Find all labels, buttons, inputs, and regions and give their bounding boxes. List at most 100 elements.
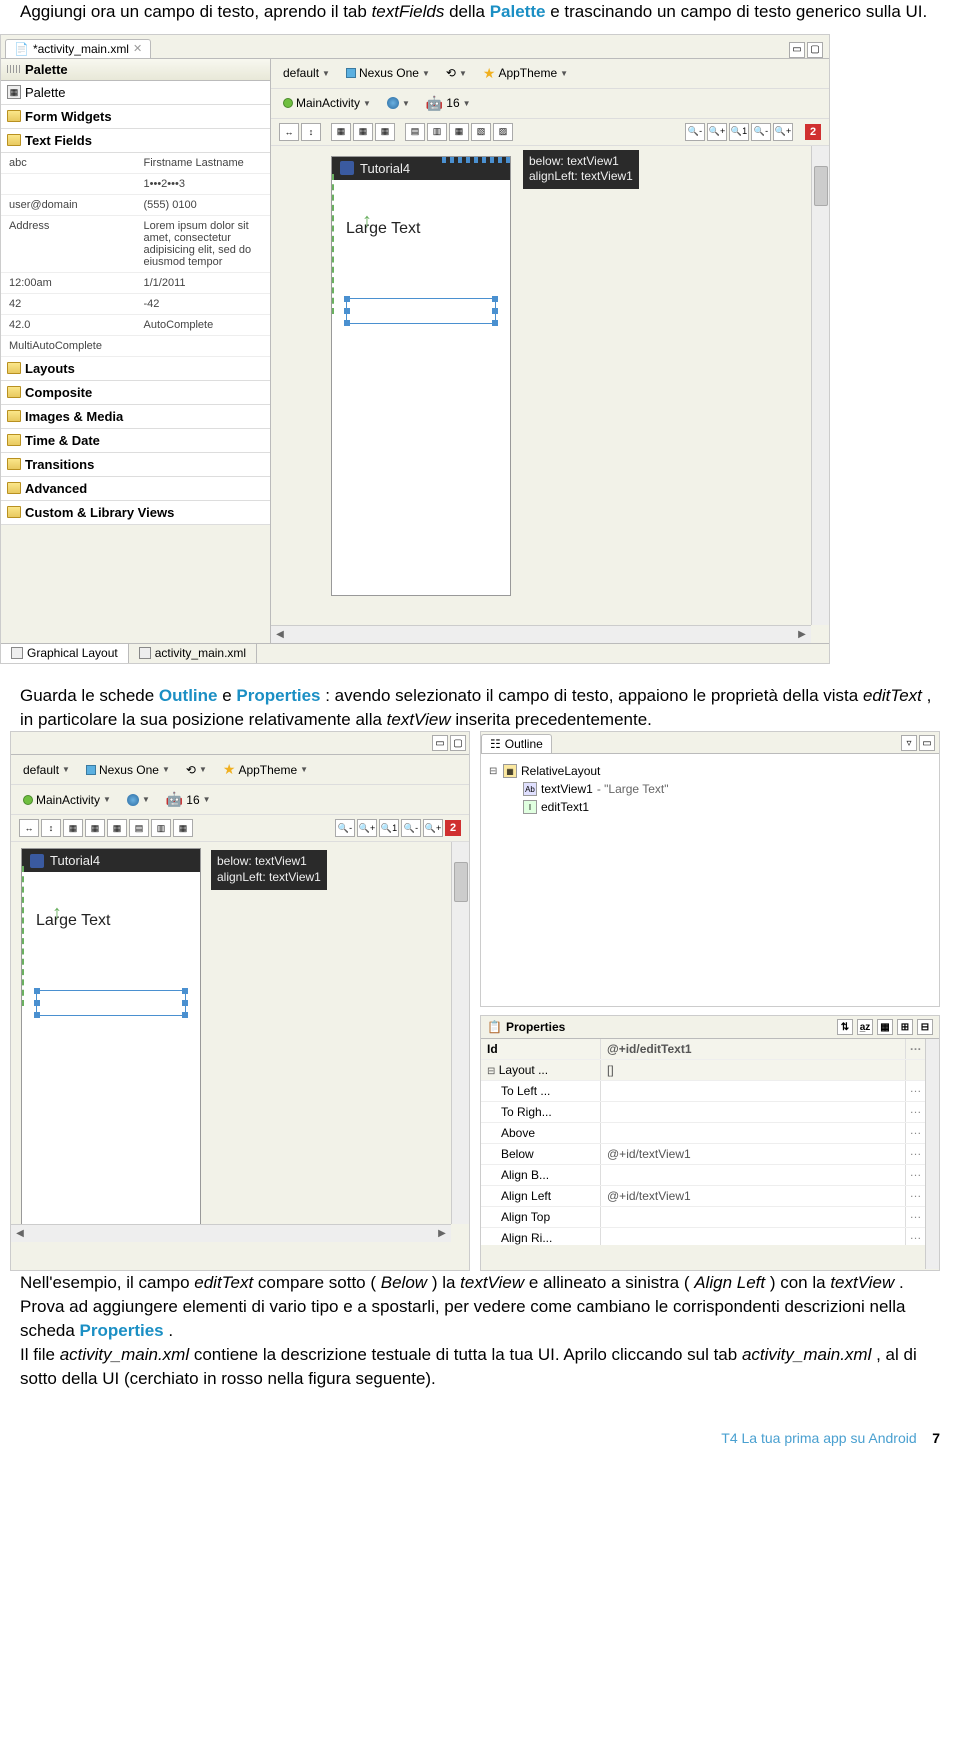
filter-icon[interactable]: a̲z xyxy=(857,1019,873,1035)
toggle-size-icon[interactable]: ↕ xyxy=(41,819,61,837)
scrollbar-thumb[interactable] xyxy=(814,166,828,206)
config-dropdown[interactable]: default▼ xyxy=(279,64,334,82)
text-field-sample[interactable] xyxy=(1,174,136,195)
palette-folder[interactable]: Transitions xyxy=(1,453,270,477)
text-field-sample[interactable]: 1/1/2011 xyxy=(136,273,271,294)
horizontal-scrollbar[interactable]: ◀▶ xyxy=(11,1224,451,1242)
collapse-all-icon[interactable]: ⊟ xyxy=(917,1019,933,1035)
property-row[interactable]: Above… xyxy=(481,1123,925,1144)
tree-root-relativelayout[interactable]: ⊟ ▦ RelativeLayout xyxy=(489,762,931,780)
align-icon[interactable]: ▤ xyxy=(405,123,425,141)
zoom-in-icon[interactable]: 🔍+ xyxy=(773,123,793,141)
close-icon[interactable]: ✕ xyxy=(133,42,142,55)
align-icon[interactable]: ▥ xyxy=(151,819,171,837)
resize-handle[interactable] xyxy=(34,1000,40,1006)
maximize-icon[interactable]: ▢ xyxy=(450,735,466,751)
palette-folder[interactable]: Images & Media xyxy=(1,405,270,429)
scroll-right-icon[interactable]: ▶ xyxy=(793,629,811,640)
zoom-out-icon[interactable]: 🔍- xyxy=(751,123,771,141)
align-icon[interactable]: ▦ xyxy=(173,819,193,837)
outline-tab[interactable]: ☷Outline xyxy=(481,734,552,753)
property-row[interactable]: Align Top… xyxy=(481,1207,925,1228)
zoom-in-icon[interactable]: 🔍+ xyxy=(423,819,443,837)
emulate-icon[interactable]: ▦ xyxy=(375,123,395,141)
emulate-icon[interactable]: ▦ xyxy=(331,123,351,141)
palette-folder[interactable]: Composite xyxy=(1,381,270,405)
palette-section-form-widgets[interactable]: Form Widgets xyxy=(1,105,270,129)
editor-tab-activity-main[interactable]: 📄 *activity_main.xml ✕ xyxy=(5,39,151,58)
api-dropdown[interactable]: 🤖16▼ xyxy=(422,93,475,114)
view-menu-icon[interactable]: ▿ xyxy=(901,735,917,751)
collapse-icon[interactable]: ⊟ xyxy=(489,766,499,777)
resize-handle[interactable] xyxy=(492,296,498,302)
more-icon[interactable]: … xyxy=(905,1102,925,1122)
vertical-scrollbar[interactable] xyxy=(925,1039,939,1269)
toggle-size-icon[interactable]: ↕ xyxy=(301,123,321,141)
vertical-scrollbar[interactable] xyxy=(451,842,469,1224)
palette-drawer[interactable]: ▦ Palette xyxy=(1,81,270,105)
expand-all-icon[interactable]: ⊞ xyxy=(897,1019,913,1035)
resize-handle[interactable] xyxy=(182,1012,188,1018)
more-icon[interactable]: … xyxy=(905,1228,925,1245)
resize-handle[interactable] xyxy=(344,308,350,314)
scrollbar-thumb[interactable] xyxy=(454,862,468,902)
property-row[interactable]: Align Ri...… xyxy=(481,1228,925,1245)
scroll-left-icon[interactable]: ◀ xyxy=(271,629,289,640)
tab-xml-source[interactable]: activity_main.xml xyxy=(129,644,257,663)
zoom-in-icon[interactable]: 🔍+ xyxy=(357,819,377,837)
emulate-icon[interactable]: ▦ xyxy=(353,123,373,141)
edittext-preview[interactable] xyxy=(36,990,186,1016)
emulate-icon[interactable]: ▦ xyxy=(85,819,105,837)
show-advanced-icon[interactable]: ▦ xyxy=(877,1019,893,1035)
zoom-reset-icon[interactable]: 🔍1 xyxy=(379,819,399,837)
locale-dropdown[interactable]: ▼ xyxy=(123,792,154,808)
text-field-sample[interactable]: 1•••2•••3 xyxy=(136,174,271,195)
text-field-sample[interactable]: MultiAutoComplete xyxy=(1,336,136,357)
design-canvas[interactable]: Tutorial4 Large Text ↑ xyxy=(11,842,469,1242)
property-row[interactable]: Align Left@+id/textView1… xyxy=(481,1186,925,1207)
align-icon[interactable]: ▦ xyxy=(449,123,469,141)
orientation-dropdown[interactable]: ⟲▼ xyxy=(182,761,211,779)
zoom-reset-icon[interactable]: 🔍1 xyxy=(729,123,749,141)
emulate-icon[interactable]: ▦ xyxy=(107,819,127,837)
more-icon[interactable]: … xyxy=(905,1123,925,1143)
config-dropdown[interactable]: default▼ xyxy=(19,761,74,779)
align-icon[interactable]: ▥ xyxy=(427,123,447,141)
minimize-icon[interactable]: ▭ xyxy=(919,735,935,751)
zoom-in-icon[interactable]: 🔍+ xyxy=(707,123,727,141)
scroll-right-icon[interactable]: ▶ xyxy=(433,1228,451,1239)
tab-graphical-layout[interactable]: Graphical Layout xyxy=(1,644,129,663)
palette-folder[interactable]: Advanced xyxy=(1,477,270,501)
text-field-sample[interactable]: Address xyxy=(1,216,136,273)
text-field-sample[interactable]: 42.0 xyxy=(1,315,136,336)
theme-dropdown[interactable]: ★AppTheme▼ xyxy=(479,63,572,84)
toggle-size-icon[interactable]: ↔ xyxy=(19,819,39,837)
property-row[interactable]: To Righ...… xyxy=(481,1102,925,1123)
scroll-left-icon[interactable]: ◀ xyxy=(11,1228,29,1239)
resize-handle[interactable] xyxy=(492,308,498,314)
tree-item-textview1[interactable]: Ab textView1 - "Large Text" xyxy=(489,780,931,798)
text-field-sample[interactable] xyxy=(136,336,271,357)
text-field-sample[interactable]: -42 xyxy=(136,294,271,315)
palette-folder[interactable]: Layouts xyxy=(1,357,270,381)
minimize-icon[interactable]: ▭ xyxy=(789,42,805,58)
align-icon[interactable]: ▤ xyxy=(129,819,149,837)
text-field-sample[interactable]: AutoComplete xyxy=(136,315,271,336)
resize-handle[interactable] xyxy=(344,296,350,302)
more-icon[interactable]: … xyxy=(905,1081,925,1101)
resize-handle[interactable] xyxy=(182,1000,188,1006)
horizontal-scrollbar[interactable]: ◀▶ xyxy=(271,625,811,643)
theme-dropdown[interactable]: ★AppTheme▼ xyxy=(219,759,312,780)
text-field-sample[interactable]: (555) 0100 xyxy=(136,195,271,216)
activity-dropdown[interactable]: MainActivity▼ xyxy=(19,791,115,809)
maximize-icon[interactable]: ▢ xyxy=(807,42,823,58)
api-dropdown[interactable]: 🤖16▼ xyxy=(162,789,215,810)
collapse-icon[interactable]: ⊟ xyxy=(487,1066,495,1077)
more-icon[interactable]: … xyxy=(905,1186,925,1206)
palette-folder[interactable]: Custom & Library Views xyxy=(1,501,270,525)
error-count-badge[interactable]: 2 xyxy=(445,820,461,836)
more-icon[interactable]: … xyxy=(905,1144,925,1164)
edittext-preview[interactable] xyxy=(346,298,496,324)
error-count-badge[interactable]: 2 xyxy=(805,124,821,140)
zoom-out-icon[interactable]: 🔍- xyxy=(685,123,705,141)
